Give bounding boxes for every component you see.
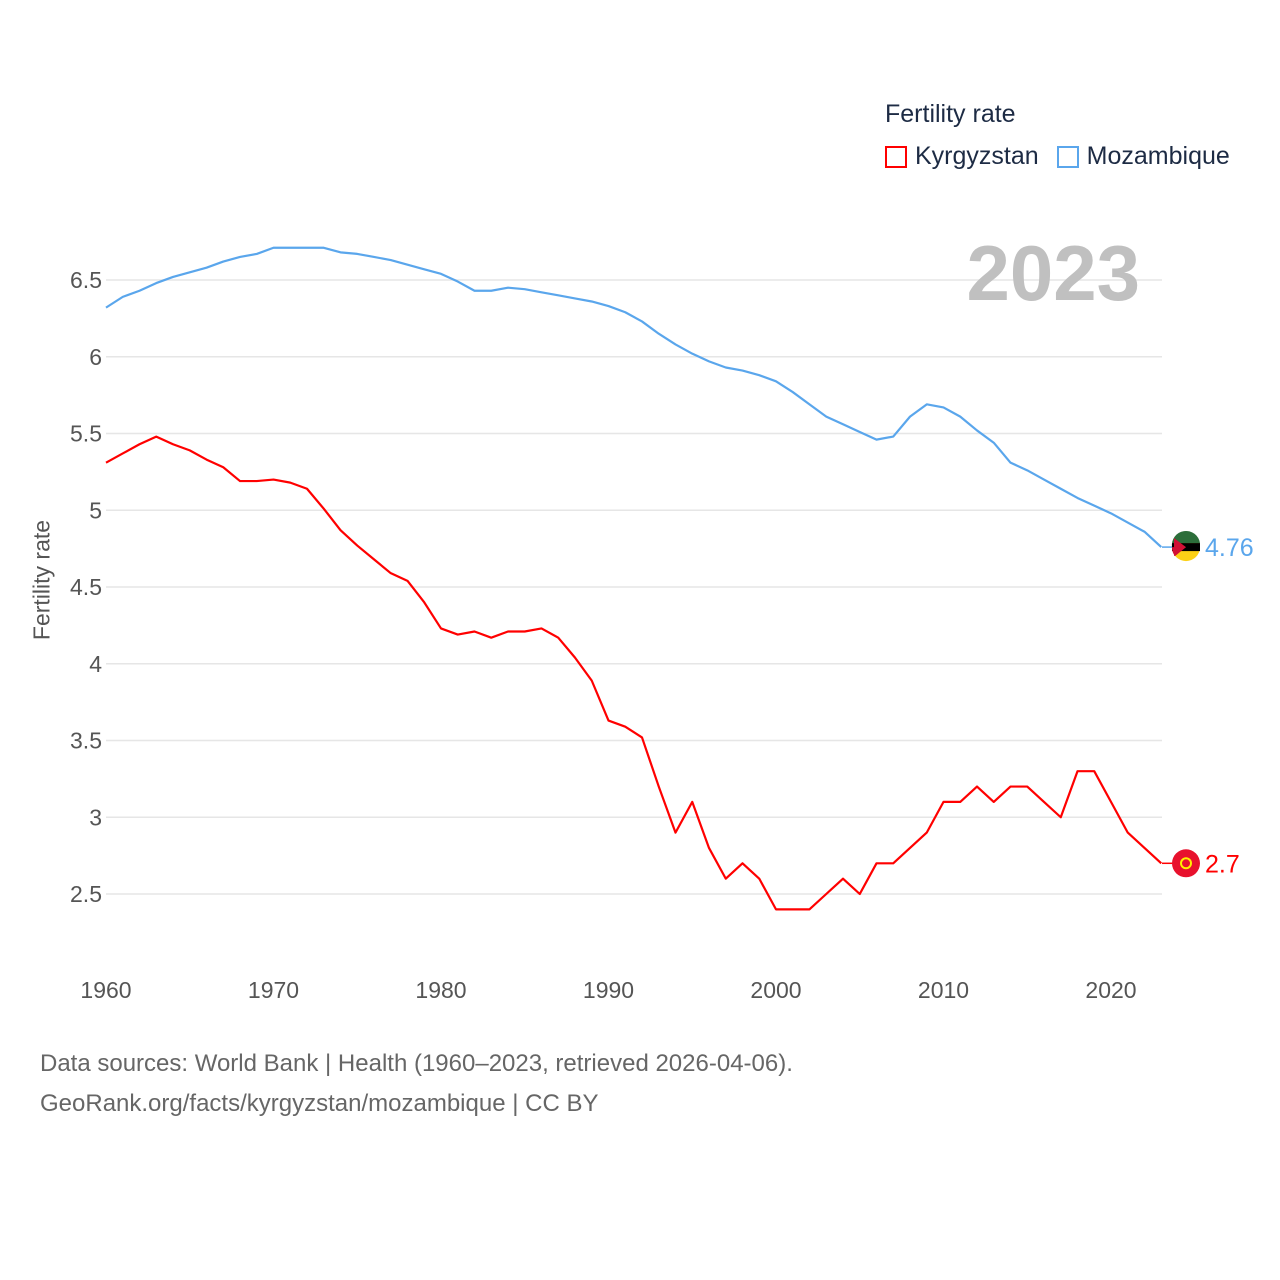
x-tick-label: 2000 xyxy=(750,977,801,1003)
y-tick-label: 4.5 xyxy=(70,574,102,600)
y-tick-label: 3.5 xyxy=(70,728,102,754)
kyrgyzstan-flag-icon xyxy=(1172,849,1200,878)
flag-sun xyxy=(1180,857,1192,870)
y-tick-label: 6.5 xyxy=(70,267,102,293)
legend-item-mozambique[interactable]: Mozambique xyxy=(1056,142,1230,171)
source-url[interactable]: GeoRank.org/facts/kyrgyzstan/mozambique … xyxy=(40,1090,599,1117)
source-line: Data sources: World Bank | Health (1960–… xyxy=(40,1050,793,1077)
flag-triangle xyxy=(1174,538,1186,557)
y-tick-label: 3 xyxy=(89,804,102,830)
legend: Kyrgyzstan Mozambique xyxy=(885,142,1248,171)
series-line-mozambique xyxy=(105,246,1162,548)
x-tick-label: 1970 xyxy=(248,977,299,1003)
x-tick-label: 2020 xyxy=(1085,977,1136,1003)
end-value-label-mozambique: 4.76 xyxy=(1205,534,1254,562)
series-line-kyrgyzstan xyxy=(105,435,1162,911)
legend-item-kyrgyzstan[interactable]: Kyrgyzstan xyxy=(885,142,1039,171)
y-tick-label: 4 xyxy=(89,651,102,677)
y-axis-label: Fertility rate xyxy=(28,519,55,641)
x-tick-label: 1990 xyxy=(583,977,634,1003)
x-tick-label: 1980 xyxy=(415,977,466,1003)
source-note: Data sources: World Bank | Health (1960–… xyxy=(40,1044,793,1124)
legend-label: Kyrgyzstan xyxy=(915,142,1039,170)
y-tick-label: 5.5 xyxy=(70,421,102,447)
end-value-label-kyrgyzstan: 2.7 xyxy=(1205,850,1240,878)
legend-swatch-mozambique xyxy=(1056,145,1079,168)
legend-title: Fertility rate xyxy=(885,100,1016,128)
x-tick-label: 1960 xyxy=(80,977,131,1003)
y-tick-label: 2.5 xyxy=(70,881,102,907)
legend-label: Mozambique xyxy=(1086,142,1230,170)
current-year-label: 2023 xyxy=(966,229,1140,317)
y-tick-label: 6 xyxy=(89,344,102,370)
x-tick-label: 2010 xyxy=(918,977,969,1003)
y-tick-label: 5 xyxy=(89,497,102,523)
legend-swatch-kyrgyzstan xyxy=(885,145,907,168)
